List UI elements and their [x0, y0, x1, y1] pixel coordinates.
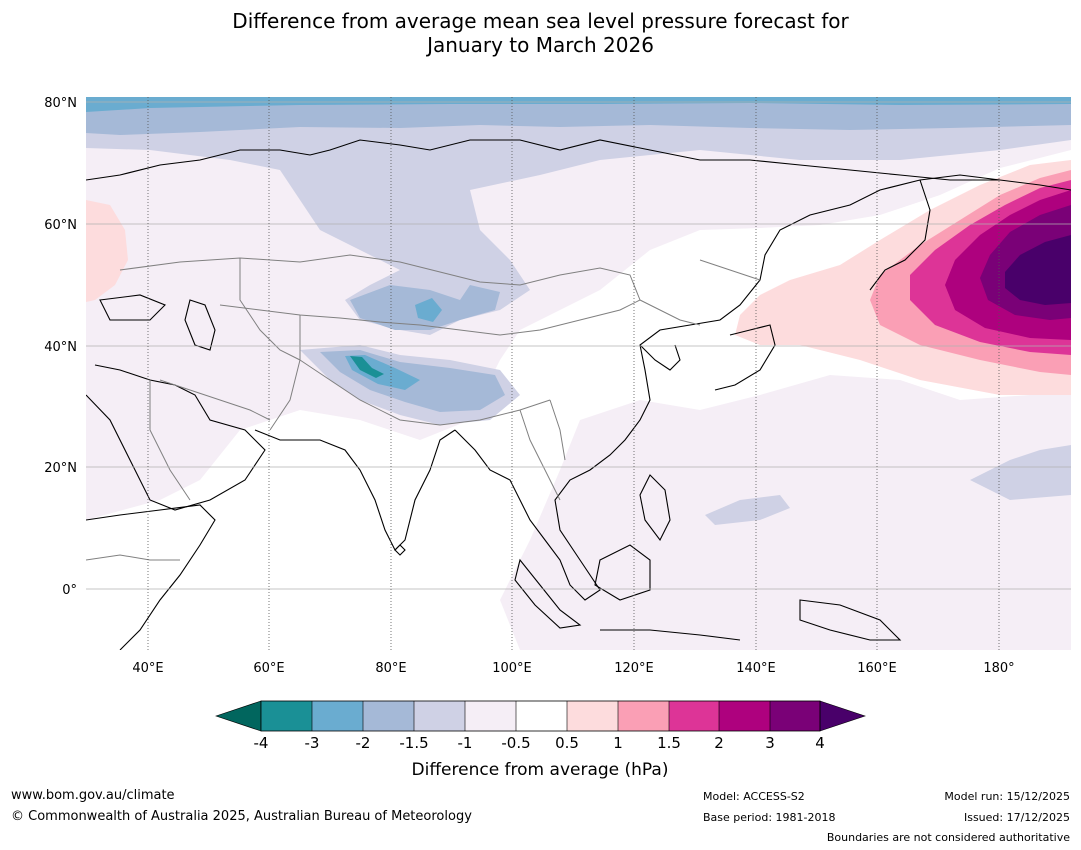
lat-label-80n: 80°N — [44, 96, 77, 111]
colorbar-tick: -0.5 — [501, 734, 530, 752]
colorbar-title: Difference from average (hPa) — [412, 760, 669, 780]
colorbar-segment — [618, 701, 669, 731]
colorbar-tick: -1.5 — [399, 734, 428, 752]
map-title-line-2: January to March 2026 — [427, 33, 654, 57]
colorbar-segment — [669, 701, 719, 731]
anomaly-region-lt-2-arctic — [86, 97, 1071, 112]
footer-model-run: Model run: 15/12/2025 — [944, 790, 1070, 803]
anomaly-region-lt-1-pacific-b — [970, 445, 1071, 500]
lon-label-40e: 40°E — [132, 661, 163, 676]
lon-label-120e: 120°E — [614, 661, 654, 676]
lat-label-60n: 60°N — [44, 218, 77, 233]
country-borders — [86, 254, 761, 561]
lon-label-100e: 100°E — [492, 661, 532, 676]
lon-label-180: 180° — [983, 661, 1014, 676]
colorbar-tick: 3 — [765, 734, 775, 752]
lat-label-0: 0° — [62, 583, 77, 598]
anomaly-region-lt-1.5-arctic — [86, 97, 1071, 135]
anomaly-region-gt-4 — [1005, 235, 1071, 305]
colorbar-segment — [567, 701, 618, 731]
colorbar-segment — [465, 701, 516, 731]
colorbar: -4 -3 -2 -1.5 -1 -0.5 0.5 1 1.5 2 3 4 Di… — [215, 700, 866, 780]
colorbar-tick: 1 — [613, 734, 623, 752]
lon-label-140e: 140°E — [736, 661, 776, 676]
colorbar-tick: 2 — [714, 734, 724, 752]
anomaly-region-lt-3-tibet — [350, 356, 384, 378]
anomaly-region-lt-2-kazakh — [415, 298, 442, 322]
colorbar-tick: -3 — [305, 734, 320, 752]
colorbar-tick: 0.5 — [555, 734, 579, 752]
colorbar-segment — [516, 701, 567, 731]
footer-model: Model: ACCESS-S2 — [703, 790, 805, 803]
colorbar-segment — [312, 701, 363, 731]
anomaly-field — [86, 97, 1071, 650]
graticule — [86, 97, 1071, 650]
colorbar-segment — [261, 701, 312, 731]
colorbar-arrow-max — [819, 700, 866, 732]
colorbar-segment — [719, 701, 770, 731]
anomaly-region-lt-0.5-tropics — [500, 375, 1071, 650]
map-title-line-1: Difference from average mean sea level p… — [232, 9, 849, 33]
lon-label-160e: 160°E — [857, 661, 897, 676]
anomaly-region-lt-0.5-west — [86, 350, 250, 505]
coastlines — [86, 139, 1071, 650]
footer-website: www.bom.gov.au/climate — [11, 788, 175, 803]
footer-issued: Issued: 17/12/2025 — [963, 811, 1070, 824]
lat-label-20n: 20°N — [44, 461, 77, 476]
colorbar-segment — [414, 701, 465, 731]
lat-label-40n: 40°N — [44, 340, 77, 355]
footer-disclaimer: Boundaries are not considered authoritat… — [826, 831, 1070, 844]
footer-copyright: © Commonwealth of Australia 2025, Austra… — [11, 809, 472, 824]
lon-label-80e: 80°E — [375, 661, 406, 676]
colorbar-segment — [770, 701, 820, 731]
anomaly-region-gt-0.5-west — [86, 200, 128, 302]
colorbar-tick: 1.5 — [657, 734, 681, 752]
colorbar-arrow-min — [215, 700, 262, 732]
lon-label-60e: 60°E — [253, 661, 284, 676]
colorbar-tick: -4 — [254, 734, 269, 752]
colorbar-tick: 4 — [815, 734, 825, 752]
anomaly-region-lt-1-siberia — [86, 97, 1071, 335]
anomaly-region-lt-1-pacific-a — [705, 495, 790, 525]
colorbar-tick: -2 — [356, 734, 371, 752]
colorbar-segment — [363, 701, 414, 731]
colorbar-tick: -1 — [458, 734, 473, 752]
footer-base-period: Base period: 1981-2018 — [703, 811, 836, 824]
